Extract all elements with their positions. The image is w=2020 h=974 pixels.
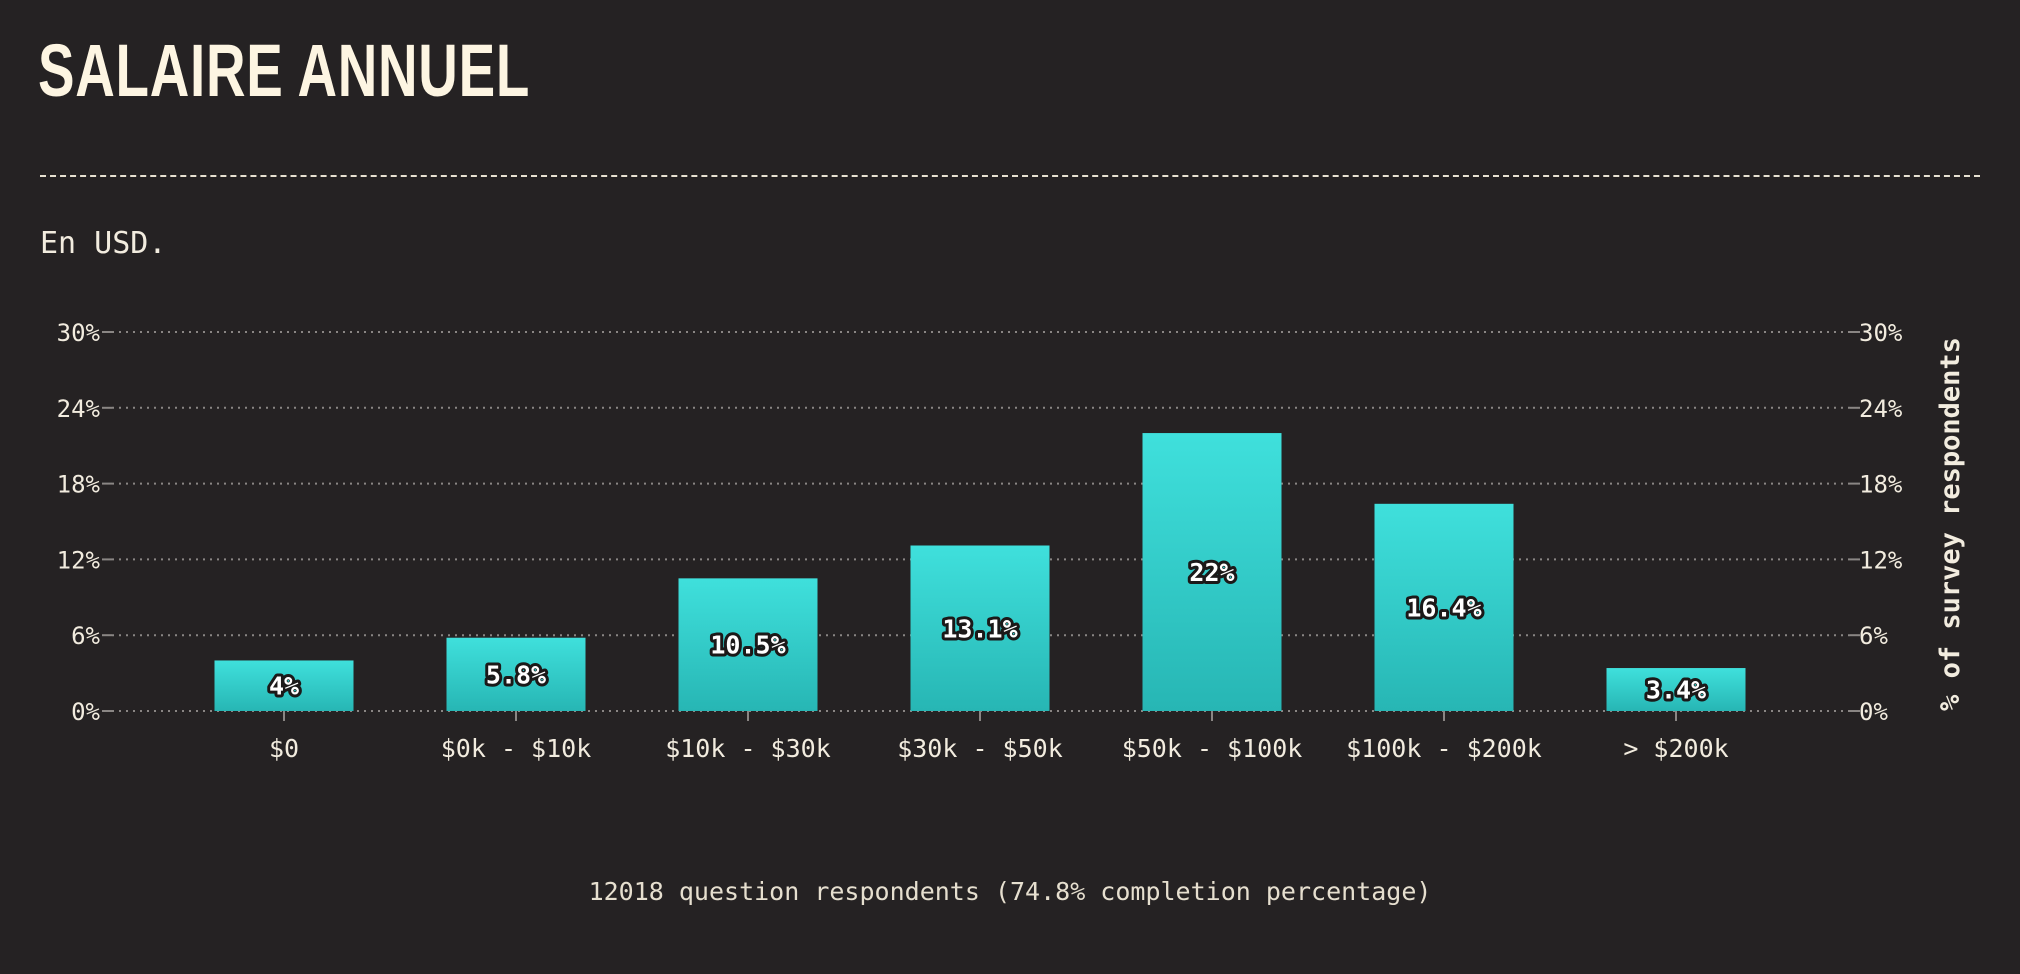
y-tick-label-right: 0% (1859, 698, 1888, 726)
y-tick-label-left: 6% (71, 622, 100, 650)
bar (1374, 503, 1514, 711)
y-tick-label-left: 0% (71, 698, 100, 726)
y-tick-label-right: 30% (1859, 319, 1903, 347)
x-tick-label: $0 (269, 734, 299, 763)
bar-data-label: 5.8% (486, 660, 546, 689)
y-tick-label-right: 12% (1859, 546, 1903, 574)
x-axis-ticks: $0 $0k - $10k $10k - $30k $30k - $50k $50k -… (269, 711, 1729, 763)
chart-title: SALAIRE ANNUEL (38, 29, 531, 112)
x-tick-label: $10k - $30k (665, 734, 831, 763)
bars: 4% 5.8% 10.5% 13.1% 22% 16.4% 3.4% (214, 433, 1746, 711)
x-tick-label: $50k - $100k (1122, 734, 1303, 763)
x-tick-label: $100k - $200k (1346, 734, 1542, 763)
bar-data-label: 10.5% (710, 631, 785, 660)
y-tick-label-left: 24% (57, 395, 101, 423)
y-tick-label-left: 12% (57, 546, 101, 574)
title-divider (40, 175, 1980, 177)
bar (1142, 433, 1282, 711)
x-tick-label: $30k - $50k (897, 734, 1063, 763)
bar (446, 637, 586, 711)
bar-data-label: 16.4% (1406, 593, 1481, 622)
bar (910, 545, 1050, 711)
y-axis-ticks: 0% 0% 6% 6% 12% 12% 18% 18% 24% 24% 30% 30% (57, 319, 1903, 726)
bar (678, 578, 818, 711)
x-tick-label: $0k - $10k (441, 734, 592, 763)
chart-subtitle: En USD. (40, 226, 167, 261)
y-tick-label-right: 24% (1859, 395, 1903, 423)
bar (1606, 668, 1746, 711)
x-tick-label: > $200k (1623, 734, 1728, 763)
respondents-note: 12018 question respondents (74.8% comple… (588, 877, 1432, 906)
bar (214, 660, 354, 711)
y-axis-label: % of survey respondents (1935, 337, 1966, 711)
bar-data-label: 4% (269, 672, 299, 701)
y-tick-label-right: 6% (1859, 622, 1888, 650)
y-tick-label-left: 30% (57, 319, 101, 347)
bar-data-label: 3.4% (1646, 676, 1706, 705)
y-tick-label-left: 18% (57, 471, 101, 499)
y-tick-label-right: 18% (1859, 471, 1903, 499)
bar-data-label: 22% (1189, 558, 1234, 587)
bar-data-label: 13.1% (942, 614, 1017, 643)
